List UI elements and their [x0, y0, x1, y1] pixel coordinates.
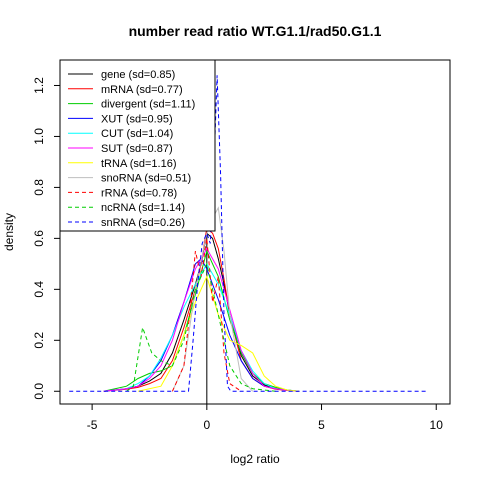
series-line-8 [171, 238, 242, 392]
y-tick-label: 1.0 [32, 128, 46, 145]
series-line-3 [103, 258, 299, 392]
x-tick-label: -5 [87, 418, 98, 432]
legend-label: CUT (sd=1.04) [101, 128, 173, 140]
series-line-2 [103, 249, 299, 392]
legend-label: snoRNA (sd=0.51) [101, 173, 191, 185]
y-tick-label: 0.2 [32, 332, 46, 349]
series-line-6 [137, 275, 299, 392]
x-tick-label: 5 [318, 418, 325, 432]
series-line-5 [103, 247, 299, 392]
series-line-9 [126, 262, 276, 392]
series-line-4 [103, 262, 299, 392]
legend-label: XUT (sd=0.95) [101, 113, 173, 125]
chart-title: number read ratio WT.G1.1/rad50.G1.1 [129, 23, 382, 39]
legend-label: gene (sd=0.85) [101, 69, 175, 81]
x-tick-label: 10 [430, 418, 444, 432]
legend-label: tRNA (sd=1.16) [101, 158, 177, 170]
y-tick-label: 0.8 [32, 179, 46, 196]
y-tick-label: 0.4 [32, 281, 46, 298]
y-tick-label: 0.6 [32, 230, 46, 247]
legend-label: mRNA (sd=0.77) [101, 84, 183, 96]
y-tick-label: 0.0 [32, 383, 46, 400]
legend-label: rRNA (sd=0.78) [101, 187, 177, 199]
y-tick-label: 1.2 [32, 77, 46, 94]
x-tick-label: 0 [203, 418, 210, 432]
legend-label: divergent (sd=1.11) [101, 99, 195, 111]
legend-label: ncRNA (sd=1.14) [101, 202, 185, 214]
legend-label: SUT (sd=0.87) [101, 143, 173, 155]
y-axis-label: density [2, 213, 16, 251]
x-axis-label: log2 ratio [230, 452, 280, 466]
legend-label: snRNA (sd=0.26) [101, 217, 185, 229]
series-line-1 [103, 227, 299, 392]
